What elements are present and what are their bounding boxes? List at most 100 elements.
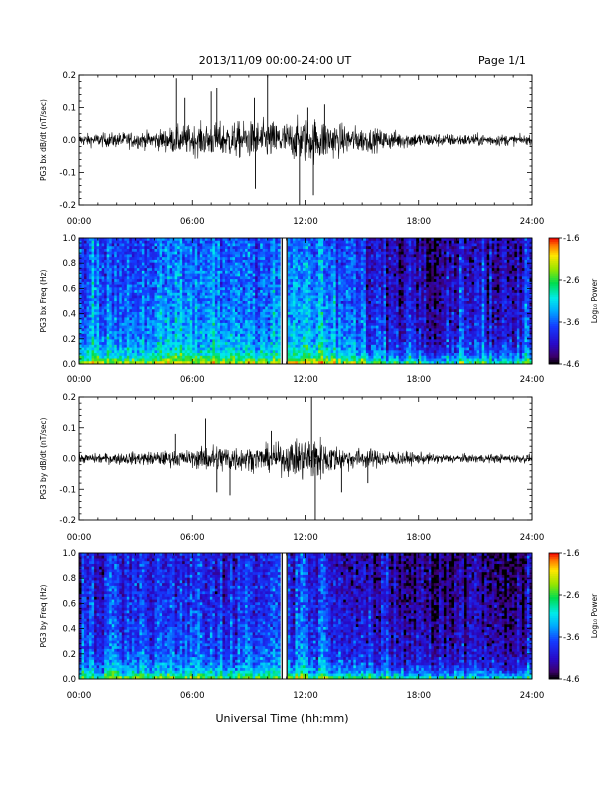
spectrogram-cell xyxy=(189,270,193,275)
spectrogram-cell xyxy=(328,328,332,332)
spectrogram-cell xyxy=(204,314,208,318)
spectrogram-cell xyxy=(192,259,196,264)
spectrogram-cell xyxy=(305,306,309,310)
spectrogram-cell xyxy=(250,344,254,348)
spectrogram-cell xyxy=(302,361,306,365)
spectrogram-cell xyxy=(323,342,327,346)
spectrogram-cell xyxy=(167,254,170,258)
spectrogram-cell xyxy=(101,284,105,288)
spectrogram-cell xyxy=(124,259,128,264)
spectrogram-cell xyxy=(146,322,150,327)
spectrogram-cell xyxy=(277,251,281,255)
spectrogram-cell xyxy=(204,342,208,346)
spectrogram-cell xyxy=(182,284,186,288)
spectrogram-cell xyxy=(242,248,246,253)
spectrogram-cell xyxy=(159,257,163,261)
spectrogram-cell xyxy=(247,331,251,335)
spectrogram-cell xyxy=(109,355,113,359)
spectrogram-cell xyxy=(300,309,304,313)
spectrogram-cell xyxy=(187,361,191,365)
spectrogram-cell xyxy=(126,333,130,338)
spectrogram-cell xyxy=(320,361,324,365)
spectrogram-cell xyxy=(207,322,211,327)
spectrogram-cell xyxy=(338,298,342,302)
spectrogram-cell xyxy=(167,276,170,280)
spectrogram-cell xyxy=(89,331,92,335)
spectrogram-cell xyxy=(167,344,170,348)
spectrogram-cell xyxy=(141,270,145,275)
spectrogram-cell xyxy=(275,298,279,302)
spectrogram-cell xyxy=(348,259,352,264)
spectrogram-cell xyxy=(340,311,344,316)
spectrogram-cell xyxy=(126,248,130,253)
spectrogram-cell xyxy=(247,339,251,343)
spectrogram-cell xyxy=(129,240,133,244)
spectrogram-cell xyxy=(204,301,208,305)
spectrogram-cell xyxy=(164,259,168,264)
spectrogram-cell xyxy=(305,314,309,318)
spectrogram-cell xyxy=(270,303,274,307)
spectrogram-cell xyxy=(151,306,155,310)
spectrogram-cell xyxy=(325,295,329,299)
spectrogram-cell xyxy=(292,238,296,242)
spectrogram-cell xyxy=(318,251,321,255)
spectrogram-cell xyxy=(345,281,349,285)
spectrogram-cell xyxy=(136,309,140,313)
spectrogram-cell xyxy=(340,301,344,305)
spectrogram-cell xyxy=(207,290,211,294)
spectrogram-cell xyxy=(237,290,241,294)
spectrogram-cell xyxy=(222,238,226,242)
spectrogram-cell xyxy=(199,336,203,340)
spectrogram-cell xyxy=(219,257,223,261)
spectrogram-cell xyxy=(320,317,324,321)
spectrogram-cell xyxy=(139,268,143,272)
spectrogram-cell xyxy=(84,262,87,266)
spectrogram-cell xyxy=(240,353,243,357)
spectrogram-cell xyxy=(151,243,155,247)
spectrogram-cell xyxy=(84,311,87,316)
spectrogram-cell xyxy=(141,320,145,324)
spectrogram-cell xyxy=(257,353,261,357)
spectrogram-cell xyxy=(182,311,186,316)
spectrogram-cell xyxy=(131,251,135,255)
spectrogram-cell xyxy=(179,270,183,275)
spectrogram-cell xyxy=(116,257,120,261)
spectrogram-cell xyxy=(109,273,113,277)
spectrogram-cell xyxy=(207,333,211,338)
spectrogram-cell xyxy=(270,301,274,305)
spectrogram-cell xyxy=(345,251,349,255)
spectrogram-cell xyxy=(287,301,291,305)
spectrogram-cell xyxy=(250,270,254,275)
spectrogram-cell xyxy=(146,268,150,272)
spectrogram-cell xyxy=(310,358,314,362)
spectrogram-cell xyxy=(320,292,324,296)
spectrogram-cell xyxy=(265,281,269,285)
spectrogram-cell xyxy=(300,328,304,332)
spectrogram-cell xyxy=(262,347,266,351)
spectrogram-cell xyxy=(162,238,165,242)
spectrogram-cell xyxy=(230,358,233,362)
spectrogram-cell xyxy=(315,259,319,264)
spectrogram-cell xyxy=(136,290,140,294)
spectrogram-cell xyxy=(179,339,183,343)
spectrogram-cell xyxy=(182,270,186,275)
spectrogram-cell xyxy=(313,248,316,253)
spectrogram-cell xyxy=(109,339,113,343)
spectrogram-cell xyxy=(204,328,208,332)
spectrogram-cell xyxy=(199,292,203,296)
spectrogram-cell xyxy=(295,317,299,321)
spectrogram-cell xyxy=(212,353,216,357)
spectrogram-cell xyxy=(169,328,173,332)
spectrogram-cell xyxy=(162,279,165,283)
spectrogram-cell xyxy=(257,306,261,310)
spectrogram-cell xyxy=(318,259,321,264)
spectrogram-cell xyxy=(119,284,123,288)
spectrogram-cell xyxy=(300,339,304,343)
spectrogram-cell xyxy=(260,339,264,343)
spectrogram-cell xyxy=(154,257,158,261)
spectrogram-cell xyxy=(333,320,337,324)
spectrogram-cell xyxy=(174,265,178,269)
spectrogram-cell xyxy=(305,257,309,261)
spectrogram-cell xyxy=(154,276,158,280)
spectrogram-cell xyxy=(212,361,216,365)
